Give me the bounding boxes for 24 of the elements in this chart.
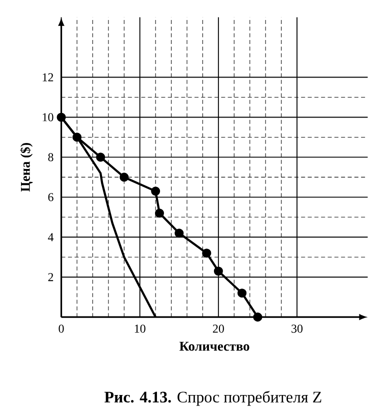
y-tick-label: 12	[42, 73, 53, 82]
point	[214, 266, 223, 276]
point	[150, 186, 160, 196]
point	[96, 152, 105, 162]
y-tick-label: 10	[42, 113, 54, 122]
point	[119, 172, 128, 182]
x-tick-label: 20	[212, 324, 224, 333]
point	[154, 208, 164, 218]
point	[237, 288, 246, 298]
point	[202, 248, 211, 258]
x-tick-label: 10	[134, 324, 146, 333]
text: Рис. 4.13. Спрос потребителя Z	[104, 390, 322, 406]
y-tick-label: 2	[48, 273, 53, 282]
point	[253, 312, 262, 322]
point	[56, 112, 66, 122]
x-axis-title: Количество	[179, 342, 250, 351]
point	[72, 132, 82, 142]
y-axis-title: Цена ($)	[20, 143, 32, 192]
point	[174, 228, 184, 238]
y-tick-label: 4	[48, 233, 54, 242]
y-tick-label: 8	[48, 153, 54, 162]
x-tick-label: 0	[58, 324, 64, 333]
y-tick-label: 6	[48, 193, 54, 202]
x-tick-label: 30	[291, 324, 302, 333]
